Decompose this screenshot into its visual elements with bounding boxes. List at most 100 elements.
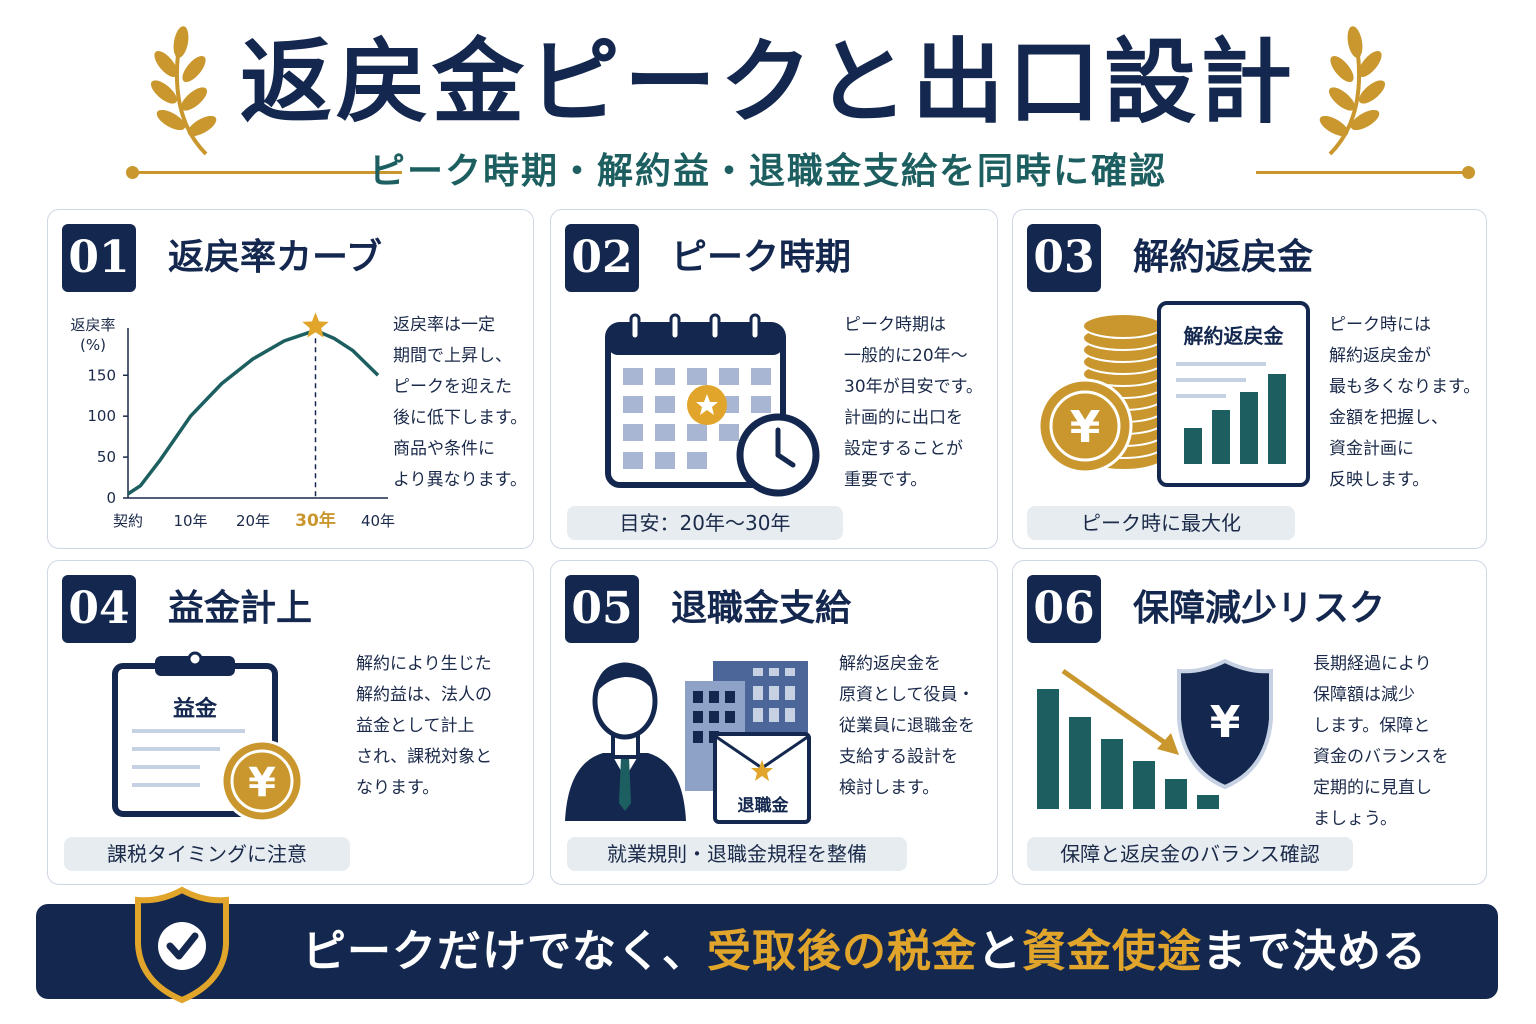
description-line: 解約により生じた bbox=[356, 654, 492, 674]
chart-y-tick-label: 100 bbox=[87, 407, 116, 425]
description-line: 原資として役員・ bbox=[839, 685, 975, 705]
description-line: 商品や条件に bbox=[393, 439, 495, 459]
card-number: 01 bbox=[62, 224, 136, 292]
return-rate-chart: 返戻率 (%) 0 50 100 150 契約 10年 20年 30年 40年 bbox=[70, 312, 395, 528]
card-description: 長期経過により 保障額は減少 します。保障と 資金のバランスを 定期的に見直し … bbox=[1313, 649, 1449, 835]
chart-x-tick-label: 40年 bbox=[361, 512, 395, 528]
conclusion-highlight: 受取後の税金 bbox=[707, 926, 977, 977]
card-surrender-value: 03 解約返戻金 ¥ 解約返戻金 ピーク時には 解 bbox=[1012, 209, 1487, 549]
description-line: 資金のバランスを bbox=[1313, 747, 1449, 767]
svg-text:¥: ¥ bbox=[248, 760, 276, 806]
description-line: 解約返戻金が bbox=[1329, 346, 1431, 366]
card-peak-timing: 02 ピーク時期 ピーク時期は 一般的に20年〜 30年が目安です。 計画的に出… bbox=[550, 209, 998, 549]
description-line: 金額を把握し、 bbox=[1329, 408, 1448, 428]
description-line: され、課税対象と bbox=[356, 747, 493, 767]
description-line: 重要です。 bbox=[844, 470, 928, 490]
clipboard-label: 益金 bbox=[172, 697, 217, 722]
tag-pill: ピーク時に最大化 bbox=[1027, 506, 1295, 540]
description-line: 返戻率は一定 bbox=[393, 315, 495, 335]
description-line: 後に低下します。 bbox=[393, 408, 528, 428]
card-description: ピーク時期は 一般的に20年〜 30年が目安です。 計画的に出口を 設定すること… bbox=[844, 310, 983, 496]
card-title: 解約返戻金 bbox=[1133, 237, 1314, 278]
description-line: ピーク時期は bbox=[844, 315, 946, 335]
description-line: 解約益は、法人の bbox=[356, 685, 492, 705]
card-number: 03 bbox=[1027, 224, 1101, 292]
document-chart-icon bbox=[1157, 301, 1310, 487]
coin-stack-icon: ¥ bbox=[1037, 313, 1164, 474]
card-number: 02 bbox=[565, 224, 639, 292]
card-title: 保障減少リスク bbox=[1133, 588, 1386, 629]
card-description: 返戻率は一定 期間で上昇し、 ピークを迎えた 後に低下します。 商品や条件に よ… bbox=[393, 310, 527, 496]
tag-pill: 就業規則・退職金規程を整備 bbox=[567, 837, 907, 871]
description-line: 30年が目安です。 bbox=[844, 377, 983, 397]
description-line: 保障額は減少 bbox=[1313, 685, 1415, 705]
description-line: 長期経過により bbox=[1313, 654, 1432, 674]
declining-coverage-icon: ¥ bbox=[1037, 659, 1273, 809]
chart-y-tick-label: 0 bbox=[106, 489, 116, 507]
description-line: 検討します。 bbox=[839, 778, 940, 798]
divider-dot-left bbox=[126, 166, 139, 179]
description-line: より異なります。 bbox=[393, 470, 527, 490]
description-line: 計画的に出口を bbox=[844, 408, 963, 428]
description-line: ましょう。 bbox=[1313, 809, 1397, 829]
chart-ylabel-line1: 返戻率 bbox=[70, 316, 115, 334]
card-retirement-payment: 05 退職金支給 退職金 解約返戻金を 原資として役員・ 従業員に退職金を 支給… bbox=[550, 560, 998, 885]
description-line: 解約返戻金を bbox=[839, 654, 941, 674]
conclusion-part: ピークだけでなく、 bbox=[302, 926, 707, 977]
description-line: 定期的に見直し bbox=[1313, 778, 1432, 798]
tag-pill: 保障と返戻金のバランス確認 bbox=[1027, 837, 1353, 871]
chart-x-tick-label: 契約 bbox=[113, 512, 143, 528]
divider-dot-right bbox=[1462, 166, 1475, 179]
description-line: 資金計画に bbox=[1329, 439, 1414, 459]
card-number: 04 bbox=[62, 575, 136, 643]
header: 返戻金ピークと出口設計 ピーク時期・解約益・退職金支給を同時に確認 bbox=[0, 0, 1536, 200]
chart-y-tick-label: 50 bbox=[97, 448, 116, 466]
divider-left bbox=[130, 171, 402, 174]
description-line: 益金として計上 bbox=[356, 716, 475, 736]
card-profit-recognition: 04 益金計上 ¥ 益金 解約により生じた 解約益は、法人の 益金として計上 さ… bbox=[47, 560, 534, 885]
card-title: ピーク時期 bbox=[671, 237, 852, 278]
card-description: ピーク時には 解約返戻金が 最も多くなります。 金額を把握し、 資金計画に 反映… bbox=[1329, 310, 1480, 496]
page-title: 返戻金ピークと出口設計 bbox=[239, 28, 1296, 136]
chart-x-tick-label: 10年 bbox=[173, 512, 207, 528]
description-line: 支給する設計を bbox=[839, 747, 958, 767]
description-line: 従業員に退職金を bbox=[839, 716, 975, 736]
chart-peak-star-icon bbox=[302, 312, 329, 338]
description-line: ピーク時には bbox=[1329, 315, 1431, 335]
description-line: 設定することが bbox=[844, 439, 963, 459]
card-coverage-risk: 06 保障減少リスク ¥ 長期経過により 保障額は減少 します。保障と 資金のバ… bbox=[1012, 560, 1487, 885]
card-description: 解約返戻金を 原資として役員・ 従業員に退職金を 支給する設計を 検討します。 bbox=[839, 649, 975, 804]
description-line: 反映します。 bbox=[1329, 470, 1430, 490]
card-number: 06 bbox=[1027, 575, 1101, 643]
card-title: 益金計上 bbox=[168, 588, 313, 629]
card-title: 退職金支給 bbox=[671, 588, 852, 629]
conclusion-highlight: 資金使途 bbox=[1022, 926, 1202, 977]
laurel-left-icon bbox=[150, 26, 217, 156]
conclusion-part: まで決める bbox=[1202, 926, 1427, 977]
shield-check-icon bbox=[135, 886, 229, 1004]
tag-pill: 目安：20年〜30年 bbox=[567, 506, 843, 540]
svg-text:¥: ¥ bbox=[1210, 697, 1241, 748]
description-line: 一般的に20年〜 bbox=[844, 346, 968, 366]
conclusion-text: ピークだけでなく、受取後の税金と資金使途まで決める bbox=[302, 904, 1427, 999]
card-return-rate-curve: 01 返戻率カーブ 返戻率 (%) 0 50 100 150 契約 10年 20年 30年 40… bbox=[47, 209, 534, 549]
description-line: 最も多くなります。 bbox=[1329, 377, 1481, 397]
document-label: 解約返戻金 bbox=[1183, 324, 1284, 348]
calendar-clock-icon bbox=[605, 313, 820, 497]
chart-y-tick-label: 150 bbox=[87, 366, 116, 384]
conclusion-part: と bbox=[977, 926, 1022, 977]
card-number: 05 bbox=[565, 575, 639, 643]
svg-text:¥: ¥ bbox=[1070, 402, 1101, 453]
envelope-label: 退職金 bbox=[737, 796, 789, 816]
card-description: 解約により生じた 解約益は、法人の 益金として計上 され、課税対象と なります。 bbox=[356, 649, 492, 804]
description-line: なります。 bbox=[356, 778, 440, 798]
description-line: します。保障と bbox=[1313, 716, 1431, 736]
description-line: ピークを迎えた bbox=[393, 377, 512, 397]
laurel-right-icon bbox=[1319, 26, 1386, 156]
chart-x-tick-label: 20年 bbox=[236, 512, 270, 528]
chart-ylabel-line2: (%) bbox=[80, 336, 106, 354]
building-envelope-icon bbox=[685, 661, 811, 824]
chart-x-tick-label: 30年 bbox=[295, 510, 336, 528]
chart-series-line bbox=[127, 328, 380, 496]
page-subtitle: ピーク時期・解約益・退職金支給を同時に確認 bbox=[368, 151, 1167, 192]
